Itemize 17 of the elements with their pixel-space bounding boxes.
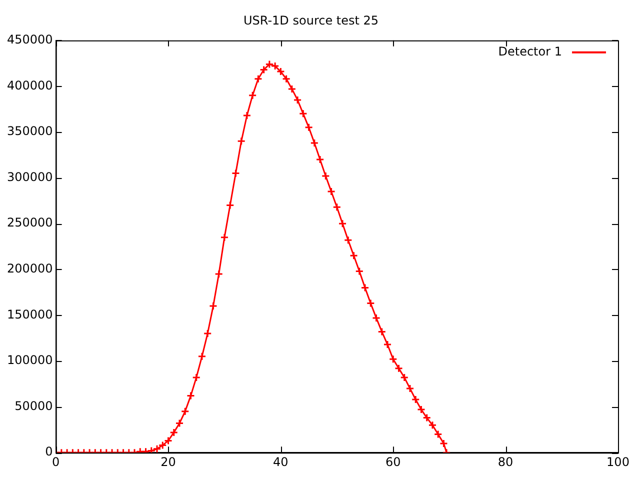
x-tick-label: 40	[273, 454, 288, 469]
chart-title: USR-1D source test 25	[243, 13, 379, 28]
x-tick-label: 60	[385, 454, 401, 469]
y-tick-label: 150000	[6, 307, 53, 322]
y-tick-label: 100000	[6, 353, 53, 368]
y-tick-label: 450000	[6, 32, 53, 47]
x-tick-label: 20	[160, 454, 176, 469]
y-tick-label: 50000	[14, 398, 53, 413]
y-tick-label: 350000	[6, 124, 53, 138]
y-tick-label: 250000	[6, 216, 53, 230]
legend-label: Detector 1	[498, 44, 562, 59]
y-tick-label: 400000	[6, 78, 53, 92]
x-tick-label: 100	[606, 454, 630, 469]
y-tick-label: 300000	[6, 170, 53, 184]
y-tick-label: 0	[45, 444, 53, 459]
x-tick-label: 80	[498, 454, 514, 469]
y-tick-label: 200000	[6, 262, 53, 276]
